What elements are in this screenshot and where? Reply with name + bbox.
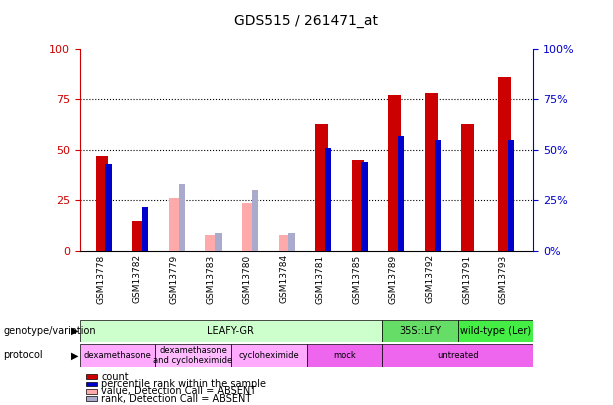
Text: GSM13781: GSM13781 — [316, 254, 325, 304]
Bar — [435, 140, 441, 251]
Text: protocol: protocol — [3, 350, 43, 360]
Text: rank, Detection Call = ABSENT: rank, Detection Call = ABSENT — [101, 394, 251, 403]
Text: dexamethasone
and cycloheximide: dexamethasone and cycloheximide — [153, 346, 233, 365]
Text: GSM13789: GSM13789 — [389, 254, 398, 304]
Bar — [252, 190, 258, 251]
Text: mock: mock — [333, 351, 356, 360]
Bar — [388, 95, 401, 251]
Bar — [508, 140, 514, 251]
Bar — [215, 233, 221, 251]
Text: percentile rank within the sample: percentile rank within the sample — [101, 379, 266, 389]
FancyBboxPatch shape — [306, 344, 382, 367]
Bar — [178, 184, 185, 251]
Text: value, Detection Call = ABSENT: value, Detection Call = ABSENT — [101, 386, 256, 396]
Text: GSM13792: GSM13792 — [425, 254, 435, 303]
Text: untreated: untreated — [437, 351, 479, 360]
Text: GSM13785: GSM13785 — [352, 254, 362, 304]
Bar — [278, 235, 291, 251]
FancyBboxPatch shape — [382, 344, 533, 367]
Bar — [96, 156, 109, 251]
Text: ▶: ▶ — [70, 350, 78, 360]
FancyBboxPatch shape — [382, 320, 458, 342]
Bar — [288, 233, 295, 251]
FancyBboxPatch shape — [80, 344, 155, 367]
FancyBboxPatch shape — [155, 344, 231, 367]
Text: ▶: ▶ — [70, 326, 78, 336]
FancyBboxPatch shape — [80, 320, 382, 342]
Bar — [498, 77, 511, 251]
Bar — [398, 136, 405, 251]
Bar — [205, 235, 218, 251]
FancyBboxPatch shape — [231, 344, 306, 367]
Text: GSM13779: GSM13779 — [169, 254, 178, 304]
Text: dexamethasone: dexamethasone — [83, 351, 151, 360]
Text: GSM13783: GSM13783 — [206, 254, 215, 304]
Text: GDS515 / 261471_at: GDS515 / 261471_at — [235, 14, 378, 28]
Text: LEAFY-GR: LEAFY-GR — [207, 326, 254, 336]
Text: GSM13778: GSM13778 — [96, 254, 105, 304]
Bar — [325, 148, 331, 251]
Text: cycloheximide: cycloheximide — [238, 351, 299, 360]
Text: count: count — [101, 372, 129, 382]
Bar — [105, 164, 112, 251]
Bar — [132, 221, 145, 251]
Bar — [169, 198, 181, 251]
Bar — [462, 124, 474, 251]
Bar — [242, 202, 255, 251]
FancyBboxPatch shape — [458, 320, 533, 342]
Text: GSM13791: GSM13791 — [462, 254, 471, 304]
Text: GSM13780: GSM13780 — [243, 254, 251, 304]
Bar — [142, 207, 148, 251]
Bar — [315, 124, 328, 251]
Text: GSM13784: GSM13784 — [279, 254, 288, 303]
Bar — [425, 93, 438, 251]
Text: GSM13793: GSM13793 — [499, 254, 508, 304]
Text: genotype/variation: genotype/variation — [3, 326, 96, 336]
Bar — [352, 160, 365, 251]
Text: wild-type (Ler): wild-type (Ler) — [460, 326, 531, 336]
Text: GSM13782: GSM13782 — [133, 254, 142, 303]
Text: 35S::LFY: 35S::LFY — [399, 326, 441, 336]
Bar — [362, 162, 368, 251]
